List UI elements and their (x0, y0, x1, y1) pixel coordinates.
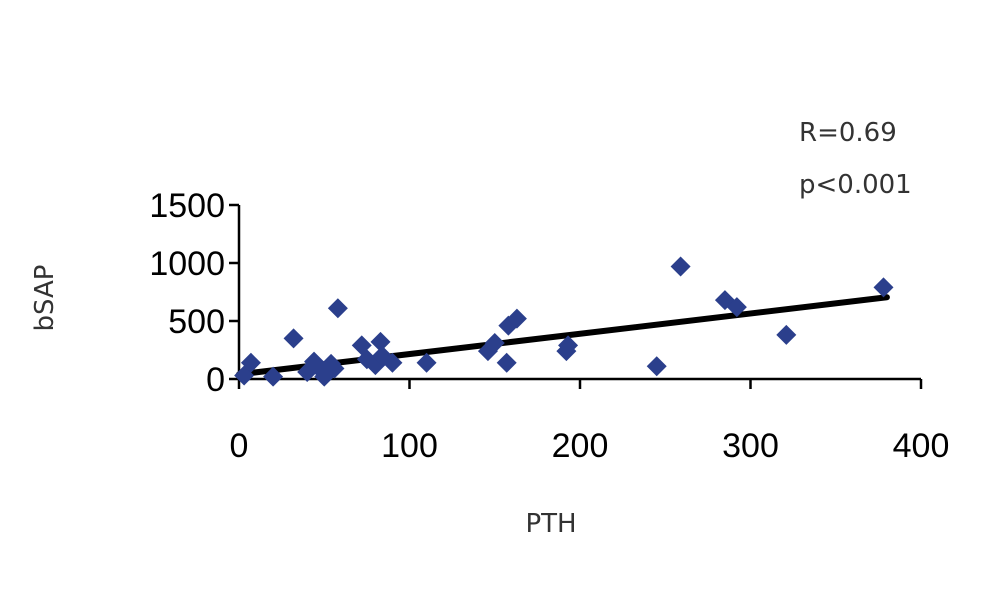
data-point (324, 358, 345, 379)
data-point (776, 324, 797, 345)
y-tick-label: 1500 (149, 187, 225, 225)
trendline (236, 294, 890, 378)
data-point (558, 335, 579, 356)
y-tick-label: 1000 (149, 245, 225, 283)
data-point (506, 308, 527, 329)
data-point (283, 328, 304, 349)
data-point (327, 298, 348, 319)
data-point (726, 297, 747, 318)
x-tick-label: 300 (722, 427, 779, 465)
data-point-group (234, 256, 894, 387)
annotation-p-value: p<0.001 (799, 170, 912, 200)
x-tick-label: 400 (893, 427, 950, 465)
data-point (370, 331, 391, 352)
y-tick-label: 500 (168, 303, 225, 341)
data-point (240, 352, 261, 373)
data-point (263, 366, 284, 387)
data-point (670, 256, 691, 277)
annotation-r-value: R=0.69 (799, 118, 897, 148)
data-point (646, 356, 667, 377)
trendline-group (236, 294, 890, 378)
x-tick-label: 200 (552, 427, 609, 465)
y-tick-label: 0 (206, 361, 225, 399)
y-axis-label: bSAP (30, 265, 60, 332)
x-tick-label: 100 (381, 427, 438, 465)
data-point (496, 352, 517, 373)
x-tick-label: 0 (230, 427, 249, 465)
data-point (382, 352, 403, 373)
y-tick-group: 0 500 1000 1500 (149, 187, 239, 399)
x-tick-group: 0 100 200 300 400 (230, 379, 950, 465)
data-point (873, 277, 894, 298)
x-axis-label: PTH (525, 509, 576, 539)
data-point (416, 352, 437, 373)
data-point (484, 333, 505, 354)
